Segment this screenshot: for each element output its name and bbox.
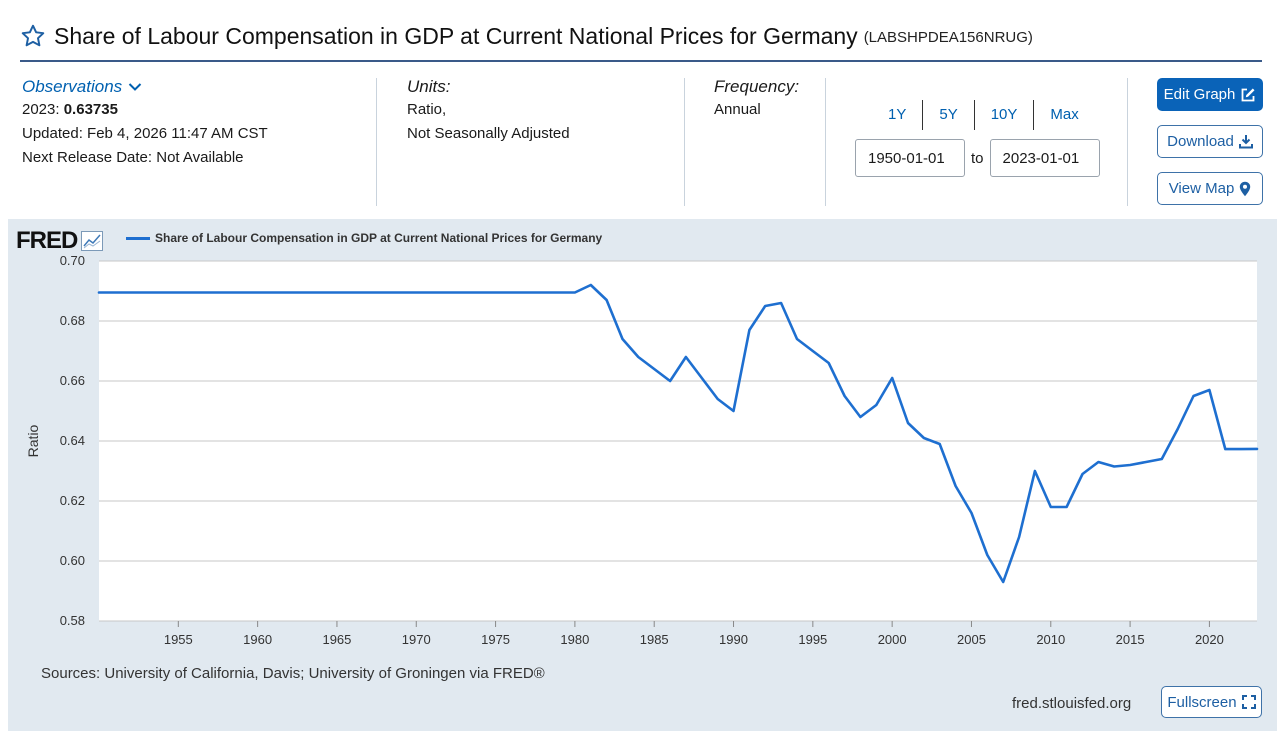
title-row: Share of Labour Compensation in GDP at C… xyxy=(20,20,1262,62)
units-label: Units: xyxy=(407,77,451,96)
divider xyxy=(1033,100,1035,130)
x-tick-label: 1995 xyxy=(798,632,827,647)
chevron-down-icon xyxy=(128,83,142,91)
series-id: (LABSHPDEA156NRUG) xyxy=(863,29,1033,46)
units-line2: Not Seasonally Adjusted xyxy=(407,125,570,142)
edit-graph-label: Edit Graph xyxy=(1163,86,1236,103)
x-tick-label: 2020 xyxy=(1195,632,1224,647)
units-column: Units: Ratio, Not Seasonally Adjusted xyxy=(407,76,677,146)
y-tick-label: 0.64 xyxy=(60,433,85,448)
y-tick-label: 0.68 xyxy=(60,313,85,328)
series-line xyxy=(97,283,1259,584)
observations-toggle[interactable]: Observations xyxy=(22,76,142,98)
y-tick-label: 0.60 xyxy=(60,553,85,568)
legend-label: Share of Labour Compensation in GDP at C… xyxy=(155,231,603,245)
frequency-label: Frequency: xyxy=(714,77,800,96)
x-tick-label: 2015 xyxy=(1116,632,1145,647)
fred-logo[interactable]: FRED xyxy=(16,227,104,255)
x-tick-label: 1955 xyxy=(164,632,193,647)
to-label: to xyxy=(971,149,984,167)
y-tick-label: 0.62 xyxy=(60,493,85,508)
fullscreen-button[interactable]: Fullscreen xyxy=(1161,686,1262,718)
chart-panel: 0.58 0.60 0.62 0.64 0.66 0.68 0.70 1955 1960 1965… xyxy=(8,219,1277,731)
range-10y-button[interactable]: 10Y xyxy=(990,106,1018,123)
x-tick-label: 1975 xyxy=(481,632,510,647)
divider xyxy=(684,78,685,206)
date-range: to xyxy=(855,139,1100,177)
y-tick-label: 0.70 xyxy=(60,253,85,268)
start-date-input[interactable] xyxy=(855,139,965,177)
y-tick-label: 0.58 xyxy=(60,613,85,628)
next-release-text: Next Release Date: Not Available xyxy=(22,149,244,166)
divider xyxy=(1127,78,1128,206)
frequency-value: Annual xyxy=(714,101,761,118)
range-5y-button[interactable]: 5Y xyxy=(939,106,958,123)
series-meta: Observations 2023: 0.63735 Updated: Feb … xyxy=(22,76,1270,208)
view-map-button[interactable]: View Map xyxy=(1157,172,1263,205)
map-pin-icon xyxy=(1240,181,1251,196)
latest-value: 0.63735 xyxy=(63,101,118,118)
x-tick-label: 1965 xyxy=(322,632,351,647)
y-axis-label: Ratio xyxy=(25,424,41,457)
x-tick-label: 1970 xyxy=(402,632,431,647)
range-buttons: 1Y 5Y 10Y Max xyxy=(872,100,1095,130)
divider xyxy=(825,78,826,206)
chart-line-icon xyxy=(81,231,104,251)
fullscreen-label: Fullscreen xyxy=(1167,693,1237,711)
end-date-input[interactable] xyxy=(989,139,1100,177)
x-tick-label: 1985 xyxy=(640,632,669,647)
legend-swatch xyxy=(126,236,150,240)
latest-observation: 2023: 0.63735 xyxy=(22,98,372,122)
updated-text: Updated: Feb 4, 2026 11:47 AM CST xyxy=(22,125,268,142)
x-tick-label: 2010 xyxy=(1036,632,1065,647)
observations-column: Observations 2023: 0.63735 Updated: Feb … xyxy=(22,76,372,170)
fullscreen-icon xyxy=(1241,695,1256,709)
graph-actions: Edit Graph Download View Map xyxy=(1157,78,1263,219)
divider xyxy=(973,100,975,130)
divider xyxy=(922,100,924,130)
view-map-label: View Map xyxy=(1168,180,1235,197)
divider xyxy=(376,78,377,206)
x-tick-label: 2000 xyxy=(878,632,907,647)
page-title: Share of Labour Compensation in GDP at C… xyxy=(54,23,858,49)
latest-period: 2023: xyxy=(22,101,60,118)
sources-text: Sources: University of California, Davis… xyxy=(41,665,545,682)
observations-label: Observations xyxy=(22,77,123,96)
download-label: Download xyxy=(1167,133,1234,150)
x-tick-label: 1990 xyxy=(719,632,748,647)
download-icon xyxy=(1238,135,1253,149)
edit-graph-button[interactable]: Edit Graph xyxy=(1157,78,1263,111)
units-line1: Ratio, xyxy=(407,101,447,118)
range-max-button[interactable]: Max xyxy=(1050,106,1079,123)
x-tick-label: 1960 xyxy=(243,632,272,647)
download-button[interactable]: Download xyxy=(1157,125,1263,158)
y-tick-label: 0.66 xyxy=(60,373,85,388)
chart[interactable]: 0.58 0.60 0.62 0.64 0.66 0.68 0.70 1955 1960 1965… xyxy=(8,219,1277,659)
star-icon[interactable] xyxy=(20,23,46,49)
x-tick-label: 2005 xyxy=(957,632,986,647)
fred-logo-text: FRED xyxy=(16,227,78,254)
edit-icon xyxy=(1241,88,1255,101)
frequency-column: Frequency: Annual xyxy=(714,76,824,122)
range-1y-button[interactable]: 1Y xyxy=(888,106,907,123)
site-link[interactable]: fred.stlouisfed.org xyxy=(1012,695,1132,712)
x-tick-label: 1980 xyxy=(560,632,589,647)
chart-legend: Share of Labour Compensation in GDP at C… xyxy=(126,231,602,245)
